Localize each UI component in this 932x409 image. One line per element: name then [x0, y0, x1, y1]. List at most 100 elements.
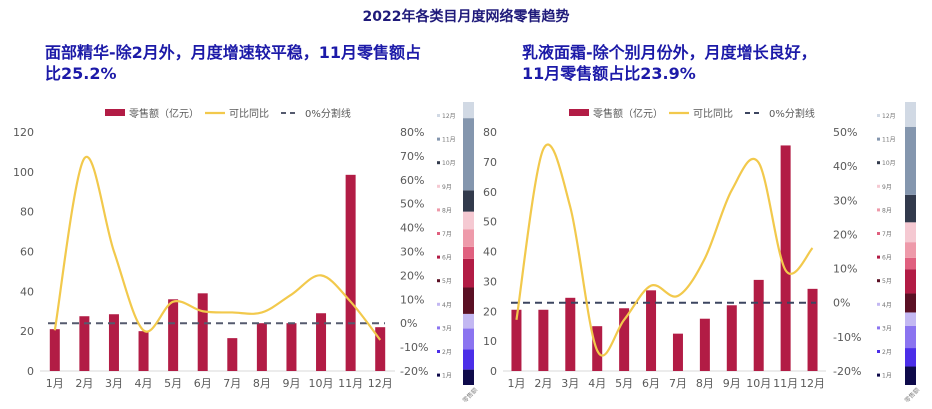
chart-1-legend-bar-label: 零售额（亿元） [129, 107, 199, 120]
chart-2-share-legend-swatch [877, 279, 880, 283]
chart-2-x-tick: 1月 [507, 377, 525, 390]
chart-2-yoy-line [515, 143, 814, 357]
chart-1-bar-12月 [375, 327, 386, 371]
chart-2-share-legend-label: 11月 [882, 137, 896, 144]
chart-2-bar-2月 [538, 309, 549, 371]
chart-1-bar-5月 [168, 299, 179, 371]
chart-2-share-legend-swatch [877, 326, 880, 330]
chart-2-left-tick: 10 [483, 335, 497, 348]
page-title: 2022年各类目月度网络零售趋势 [362, 9, 570, 25]
chart-1-share-segment-11月 [463, 118, 474, 191]
chart-2-legend-bar-label: 零售额（亿元） [593, 107, 663, 120]
chart-2-share-legend-swatch [877, 373, 880, 377]
chart-2-legend-bar-swatch [569, 109, 589, 116]
chart-2-x-tick: 7月 [669, 377, 687, 390]
chart-2-share-legend-swatch [877, 184, 880, 188]
chart-2-share-legend-swatch [877, 350, 880, 353]
chart-1-share-legend-label: 9月 [442, 184, 452, 191]
chart-2-share-legend-label: 8月 [882, 207, 892, 214]
chart-2-bar-12月 [807, 288, 818, 371]
chart-1-share-legend-label: 11月 [442, 137, 456, 144]
chart-2-bar-1月 [511, 309, 522, 371]
chart-2-share-legend-label: 12月 [882, 113, 896, 120]
chart-2-bar-7月 [672, 333, 683, 371]
chart-2-share-legend-swatch [877, 137, 880, 141]
chart-2-share-legend-swatch [877, 114, 880, 117]
chart-1-x-tick: 8月 [253, 377, 271, 390]
chart-2-share-legend-label: 1月 [882, 373, 892, 380]
chart-1-share-segment-5月 [463, 287, 474, 314]
chart-1-share-segment-4月 [463, 313, 474, 329]
chart-2-share-legend-label: 10月 [882, 160, 896, 167]
chart-2-left-tick: 60 [483, 186, 497, 199]
chart-2-share-legend-label: 6月 [882, 255, 892, 262]
chart-1-bar-11月 [345, 174, 356, 371]
chart-2-right-tick: 50% [833, 126, 857, 139]
chart-1-share-segment-7月 [463, 246, 474, 259]
chart-1-x-tick: 10月 [309, 377, 334, 390]
chart-2-share-segment-5月 [905, 293, 916, 313]
chart-1-share-legend-swatch [437, 114, 440, 117]
chart-1-share-legend-label: 5月 [442, 278, 452, 285]
chart-2-x-tick: 12月 [800, 377, 825, 390]
chart-2-share-legend-label: 4月 [882, 302, 892, 309]
chart-1-share-segment-1月 [463, 369, 474, 385]
chart-1-share-legend-swatch [437, 302, 440, 306]
chart-2-share-legend-label: 2月 [882, 349, 892, 356]
chart-2-x-tick: 3月 [561, 377, 579, 390]
chart-1-yoy-line [53, 155, 382, 341]
chart-1-share-legend-swatch [437, 350, 440, 353]
chart-2-bar-11月 [780, 145, 791, 371]
chart-2-legend-ref-label: 0%分割线 [769, 107, 815, 120]
chart-1-right-tick: -20% [400, 365, 428, 378]
chart-1-share-legend-label: 4月 [442, 302, 452, 309]
chart-1-bar-6月 [197, 293, 208, 371]
chart-1-share-segment-10月 [463, 190, 474, 212]
chart-2-share-segment-10月 [905, 194, 916, 223]
chart-1-share-legend-label: 1月 [442, 373, 452, 380]
chart-2-share-segment-8月 [905, 242, 916, 258]
chart-1-x-tick: 7月 [223, 377, 241, 390]
chart-2-share-segment-12月 [905, 102, 916, 127]
chart-2-share-segment-7月 [905, 257, 916, 270]
chart-2-share-legend-label: 9月 [882, 184, 892, 191]
chart-2-share-segment-4月 [905, 312, 916, 326]
chart-1-right-tick: -10% [400, 341, 428, 354]
chart-2-x-tick: 9月 [723, 377, 741, 390]
chart-2-left-tick: 0 [490, 365, 497, 378]
chart-1-share-legend-swatch [437, 161, 440, 165]
chart-2-share-segment-6月 [905, 269, 916, 294]
chart-1-x-tick: 1月 [46, 377, 64, 390]
chart-1-share-legend-swatch [437, 326, 440, 330]
chart-2-bar-3月 [565, 297, 576, 371]
chart-1-bar-4月 [138, 331, 149, 371]
chart-1-right-tick: 0% [400, 317, 417, 330]
chart-1-left-tick: 40 [20, 285, 34, 298]
chart-1-share-legend-label: 3月 [442, 325, 452, 332]
chart-2-right-tick: 10% [833, 263, 857, 276]
chart-1-share-legend-label: 10月 [442, 160, 456, 167]
chart-1-right-tick: 80% [400, 126, 424, 139]
chart-1-share-legend-swatch [437, 208, 440, 212]
chart-2-legend-line-label: 可比同比 [693, 108, 733, 120]
chart-1-share-segment-12月 [463, 102, 474, 119]
chart-1-share-legend-label: 6月 [442, 255, 452, 262]
chart-1-bar-2月 [79, 316, 90, 371]
chart-2-share-legend-label: 3月 [882, 325, 892, 332]
chart-2-left-tick: 70 [483, 156, 497, 169]
chart-2-x-tick: 11月 [773, 377, 798, 390]
chart-1-x-tick: 6月 [194, 377, 212, 390]
chart-2-share-segment-1月 [905, 366, 916, 385]
chart-1-right-tick: 40% [400, 222, 424, 235]
chart-2-right-tick: -20% [833, 365, 861, 378]
chart-2-right-tick: -10% [833, 331, 861, 344]
chart-1-bar-7月 [227, 338, 238, 371]
chart-2-share-legend-swatch [877, 232, 880, 235]
chart-1-subtitle: 面部精华-除2月外，月度增速较平稳，11月零售额占比25.2% [45, 43, 422, 83]
chart-1-share-legend-label: 8月 [442, 207, 452, 214]
chart-1-bar-9月 [286, 323, 297, 371]
chart-2-share-segment-9月 [905, 222, 916, 243]
chart-1-left-tick: 20 [20, 325, 34, 338]
chart-2-left-tick: 80 [483, 126, 497, 139]
chart-2-share-legend-swatch [877, 208, 880, 212]
